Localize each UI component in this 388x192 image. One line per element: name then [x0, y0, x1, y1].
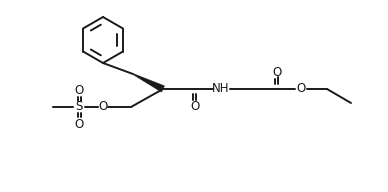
Text: O: O [272, 65, 282, 79]
Text: O: O [74, 84, 84, 97]
Text: O: O [191, 100, 199, 113]
Text: S: S [75, 100, 83, 113]
Text: O: O [74, 118, 84, 131]
Text: O: O [296, 83, 306, 95]
Text: NH: NH [212, 83, 230, 95]
Polygon shape [133, 74, 165, 92]
Text: O: O [99, 100, 107, 113]
